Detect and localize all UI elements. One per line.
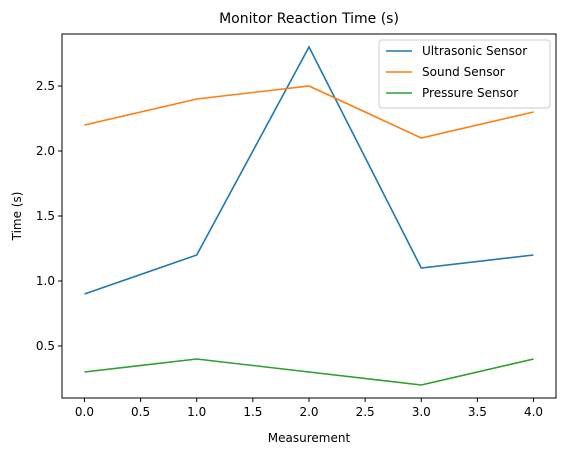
series-line-sound-sensor [84,85,534,139]
legend: Ultrasonic Sensor Sound Sensor Pressure Se… [378,39,551,109]
legend-label-ultrasonic-sensor: Ultrasonic Sensor [422,44,527,58]
x-axis-title: Measurement [268,431,351,445]
y-axis-title: Time (s) [10,192,24,242]
ticks-layer: 0.0 0.5 1.0 1.5 2.0 2.5 3.0 3.5 4.0 0.5 1.0 1.5 2.0 2… [36,79,543,419]
y-tick-label: 1.5 [36,209,55,223]
series-line-ultrasonic-sensor [84,45,534,295]
x-tick-label: 2.5 [356,405,375,419]
y-tick-label: 0.5 [36,339,55,353]
x-tick-label: 0.5 [131,405,150,419]
plot-frame [61,33,557,399]
legend-label-pressure-sensor: Pressure Sensor [422,86,518,100]
x-tick-label: 3.0 [412,405,431,419]
series-line-pressure-sensor [84,358,534,386]
x-tick-label: 2.0 [299,405,318,419]
chart-title: Monitor Reaction Time (s) [219,11,399,27]
x-tick-label: 3.5 [468,405,487,419]
y-tick-label: 2.0 [36,144,55,158]
y-tick-label: 2.5 [36,79,55,93]
legend-box [378,39,551,109]
x-tick-label: 0.0 [75,405,94,419]
legend-label-sound-sensor: Sound Sensor [422,65,505,79]
x-tick-label: 1.5 [243,405,262,419]
x-tick-label: 1.0 [187,405,206,419]
y-tick-label: 1.0 [36,274,55,288]
series-layer [84,45,534,386]
x-tick-label: 4.0 [524,405,543,419]
